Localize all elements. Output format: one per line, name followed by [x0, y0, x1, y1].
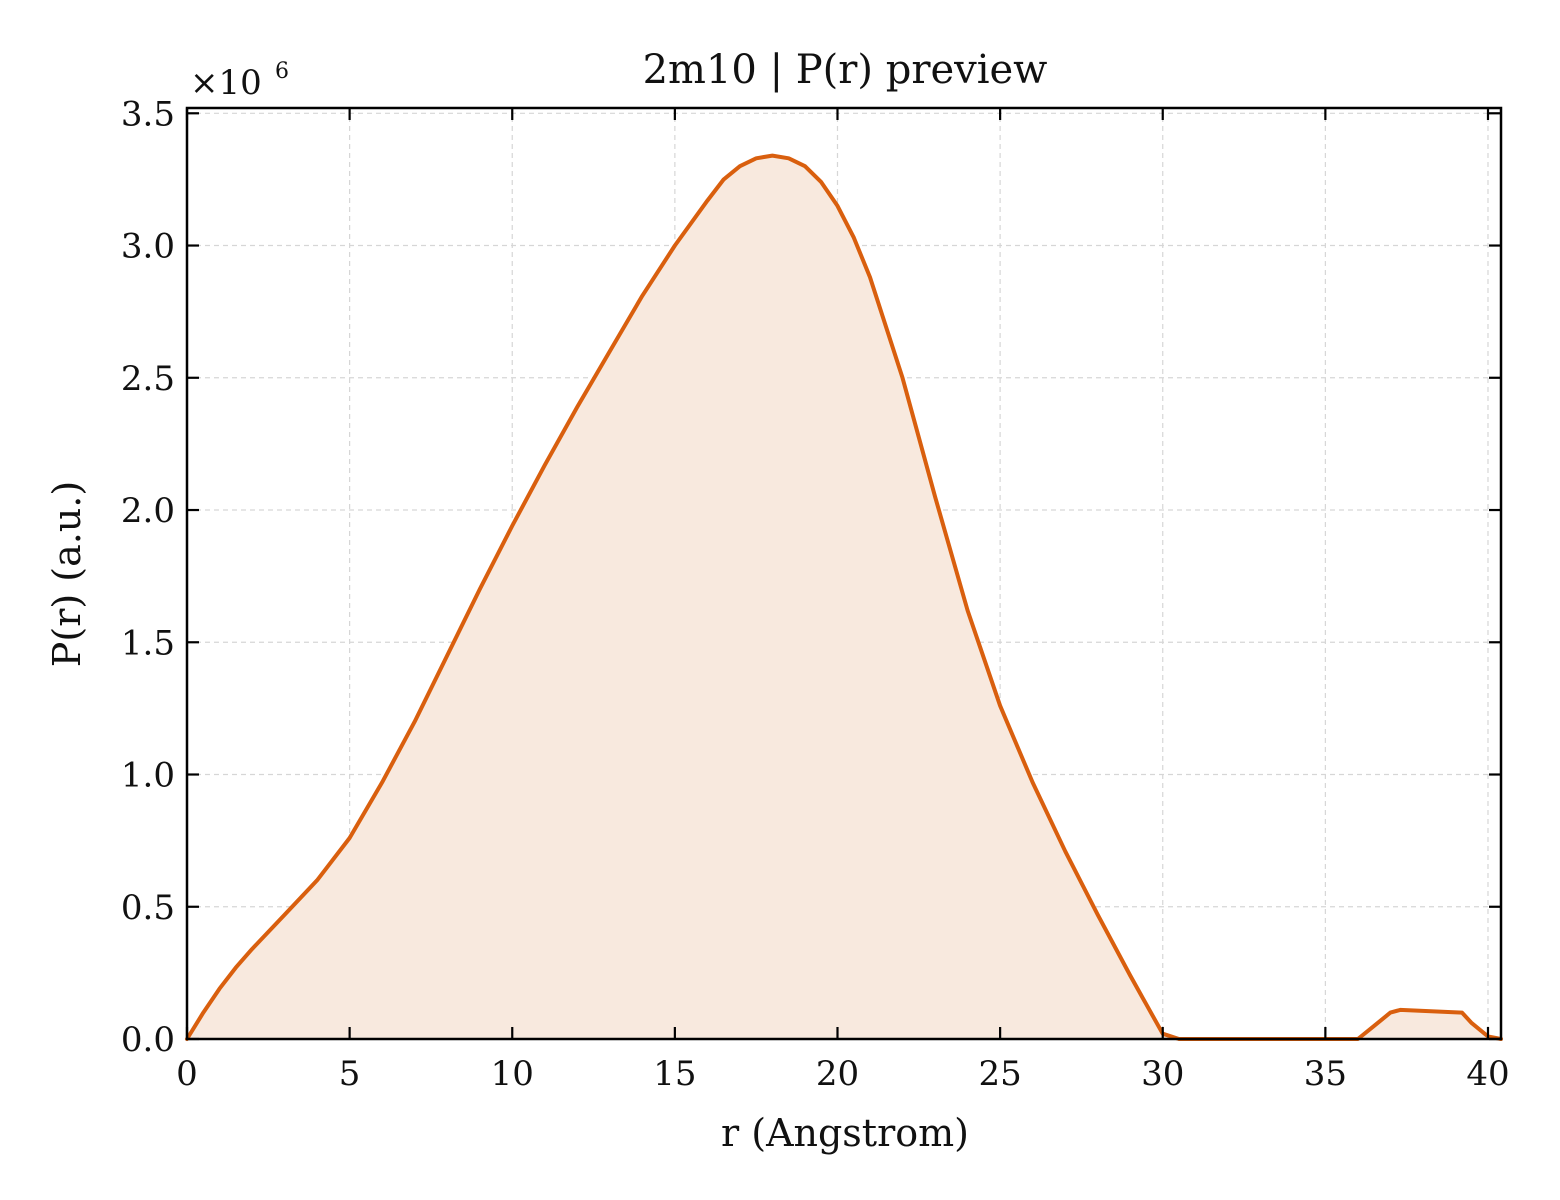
- y-axis-ticks: 0.0 0.5 1.0 1.5 2.0 2.5 3.0 3.5: [121, 94, 1501, 1060]
- x-tick-label: 30: [1141, 1054, 1184, 1094]
- y-axis-label: P(r) (a.u.): [45, 481, 89, 667]
- x-tick-label: 10: [491, 1054, 534, 1094]
- y-tick-label: 3.0: [121, 227, 175, 267]
- x-tick-label: 35: [1304, 1054, 1347, 1094]
- y-tick-label: 1.0: [121, 756, 175, 796]
- x-tick-label: 20: [816, 1054, 859, 1094]
- y-tick-label: 3.5: [121, 94, 175, 134]
- y-tick-label: 2.0: [121, 491, 175, 531]
- y-tick-label: 0.5: [121, 888, 175, 928]
- x-axis-ticks: 0 5 10 15 20 25 30 35 40: [176, 108, 1510, 1094]
- y-multiplier-base: ×10: [190, 63, 262, 103]
- pr-area-fill: [187, 155, 1501, 1040]
- x-tick-label: 0: [176, 1054, 198, 1094]
- y-tick-label: 2.5: [121, 359, 175, 399]
- plot-frame: [185, 106, 1503, 1041]
- x-tick-label: 15: [653, 1054, 696, 1094]
- y-tick-label: 1.5: [121, 623, 175, 663]
- x-axis-label: r (Angstrom): [721, 1111, 969, 1155]
- x-tick-label: 40: [1466, 1054, 1509, 1094]
- y-multiplier-exponent: 6: [275, 59, 289, 84]
- x-tick-label: 25: [978, 1054, 1021, 1094]
- y-axis-multiplier: ×10 6: [190, 59, 289, 103]
- y-tick-label: 0.0: [121, 1020, 175, 1060]
- chart-title: 2m10 | P(r) preview: [643, 47, 1048, 93]
- x-tick-label: 5: [339, 1054, 361, 1094]
